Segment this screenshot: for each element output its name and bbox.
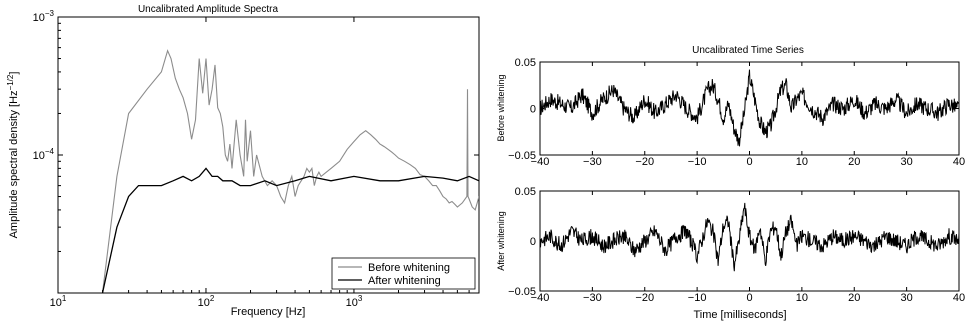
spectra-x-tick-label-2: 103 <box>346 294 363 309</box>
spectra-y-tick-label-0-base: 10 <box>33 150 45 162</box>
p3-x-tick-label-0: −40 <box>531 292 550 304</box>
before-x-ticks: −40 −30 −20 −10 0 10 20 30 40 <box>531 62 965 168</box>
p3-x-tick-label-6: 20 <box>848 292 860 304</box>
before-whitening-panel: Uncalibrated Time Series −40 −30 −20 −10 0 10… <box>496 45 965 168</box>
spectra-panel: Uncalibrated Amplitude Spectra 101 102 103… <box>6 4 480 318</box>
spectra-y-ticks: 10−410−3 <box>33 9 479 252</box>
spectra-y-tick-label-0: 10−4 <box>33 147 55 162</box>
spectra-x-tick-label-0-exp: 1 <box>62 294 67 303</box>
spectra-y-label-tail: ] <box>8 72 20 75</box>
p3-y-tick-label-0: −0.05 <box>508 286 536 298</box>
spectra-y-label-exp: −1/2 <box>6 74 15 90</box>
spectra-title: Uncalibrated Amplitude Spectra <box>138 4 279 15</box>
spectra-legend: Before whitening After whitening <box>331 257 476 290</box>
p3-x-tick-label-1: −30 <box>583 292 602 304</box>
p2-x-tick-label-5: 10 <box>796 156 808 168</box>
after-x-ticks: −40 −30 −20 −10 0 10 20 30 40 <box>531 191 965 304</box>
spectra-plot-area <box>57 16 480 294</box>
spectra-x-tick-label-2-exp: 3 <box>358 294 363 303</box>
spectra-x-tick-label-0: 101 <box>50 294 67 309</box>
time-series-title: Uncalibrated Time Series <box>692 45 804 56</box>
spectra-y-tick-label-1: 10−3 <box>33 9 55 24</box>
p3-y-tick-label-1: 0 <box>530 236 536 248</box>
spectra-x-tick-label-2-base: 10 <box>346 297 358 309</box>
p2-x-tick-label-7: 30 <box>901 156 913 168</box>
spectra-y-label-main: Amplitude spectral density [Hz <box>8 90 20 238</box>
after-whitening-panel: −40 −30 −20 −10 0 10 20 30 40 −0.05 0 0.05 After w… <box>496 186 965 321</box>
spectra-x-tick-label-1: 102 <box>198 294 215 309</box>
spectra-y-tick-label-1-exp: −3 <box>45 9 55 18</box>
before-y-axis-label: Before whitening <box>496 74 506 141</box>
spectra-x-tick-label-0-base: 10 <box>50 297 62 309</box>
p2-x-tick-label-2: −20 <box>635 156 654 168</box>
before-y-ticks: −0.05 0 0.05 <box>508 57 959 162</box>
p2-x-tick-label-1: −30 <box>583 156 602 168</box>
spectra-series-line-1 <box>101 167 479 293</box>
legend-label-after: After whitening <box>368 275 441 287</box>
p2-x-tick-label-3: −10 <box>688 156 707 168</box>
p2-x-tick-label-0: −40 <box>531 156 550 168</box>
p3-y-tick-label-2: 0.05 <box>515 186 536 198</box>
p3-x-tick-label-8: 40 <box>953 292 965 304</box>
spectra-series-group <box>101 49 479 293</box>
p2-x-tick-label-4: 0 <box>746 156 752 168</box>
spectra-x-tick-label-1-base: 10 <box>198 297 210 309</box>
spectra-x-tick-label-1-exp: 2 <box>210 294 215 303</box>
spectra-x-axis-label: Frequency [Hz] <box>231 306 306 318</box>
p2-series-line <box>539 69 960 147</box>
p3-series-line <box>539 202 960 272</box>
p2-x-tick-label-6: 20 <box>848 156 860 168</box>
p3-x-tick-label-4: 0 <box>746 292 752 304</box>
spectra-y-tick-label-1-base: 10 <box>33 12 45 24</box>
p2-y-tick-label-1: 0 <box>530 104 536 116</box>
legend-box <box>331 257 476 290</box>
p2-y-tick-label-2: 0.05 <box>515 57 536 69</box>
legend-label-before: Before whitening <box>368 262 450 274</box>
spectra-y-axis-label: Amplitude spectral density [Hz−1/2] <box>6 72 20 239</box>
p3-x-tick-label-2: −20 <box>635 292 654 304</box>
after-x-axis-label: Time [milliseconds] <box>693 309 786 321</box>
spectra-y-tick-label-0-exp: −4 <box>45 147 55 156</box>
spectra-series-line-0 <box>101 49 479 293</box>
after-y-ticks: −0.05 0 0.05 <box>508 186 959 298</box>
spectra-x-ticks: 101 102 103 <box>50 17 480 309</box>
p3-x-tick-label-5: 10 <box>796 292 808 304</box>
p3-x-tick-label-3: −10 <box>688 292 707 304</box>
after-y-axis-label: After whitening <box>496 211 506 271</box>
after-series-group <box>539 202 960 272</box>
p2-x-tick-label-8: 40 <box>953 156 965 168</box>
p2-y-tick-label-0: −0.05 <box>508 150 536 162</box>
before-series-group <box>539 69 960 147</box>
p3-x-tick-label-7: 30 <box>901 292 913 304</box>
